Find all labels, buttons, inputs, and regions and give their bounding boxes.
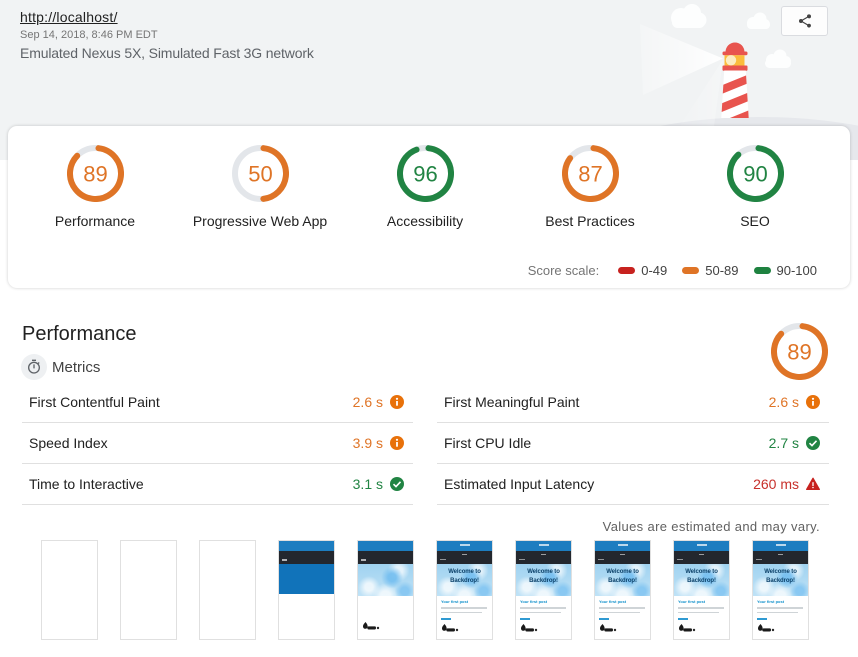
svg-text:87: 87 [578,161,602,186]
svg-text:89: 89 [787,339,811,364]
svg-text:89: 89 [83,161,107,186]
svg-text:50: 50 [248,161,272,186]
svg-text:90: 90 [743,161,767,186]
svg-text:96: 96 [413,161,437,186]
